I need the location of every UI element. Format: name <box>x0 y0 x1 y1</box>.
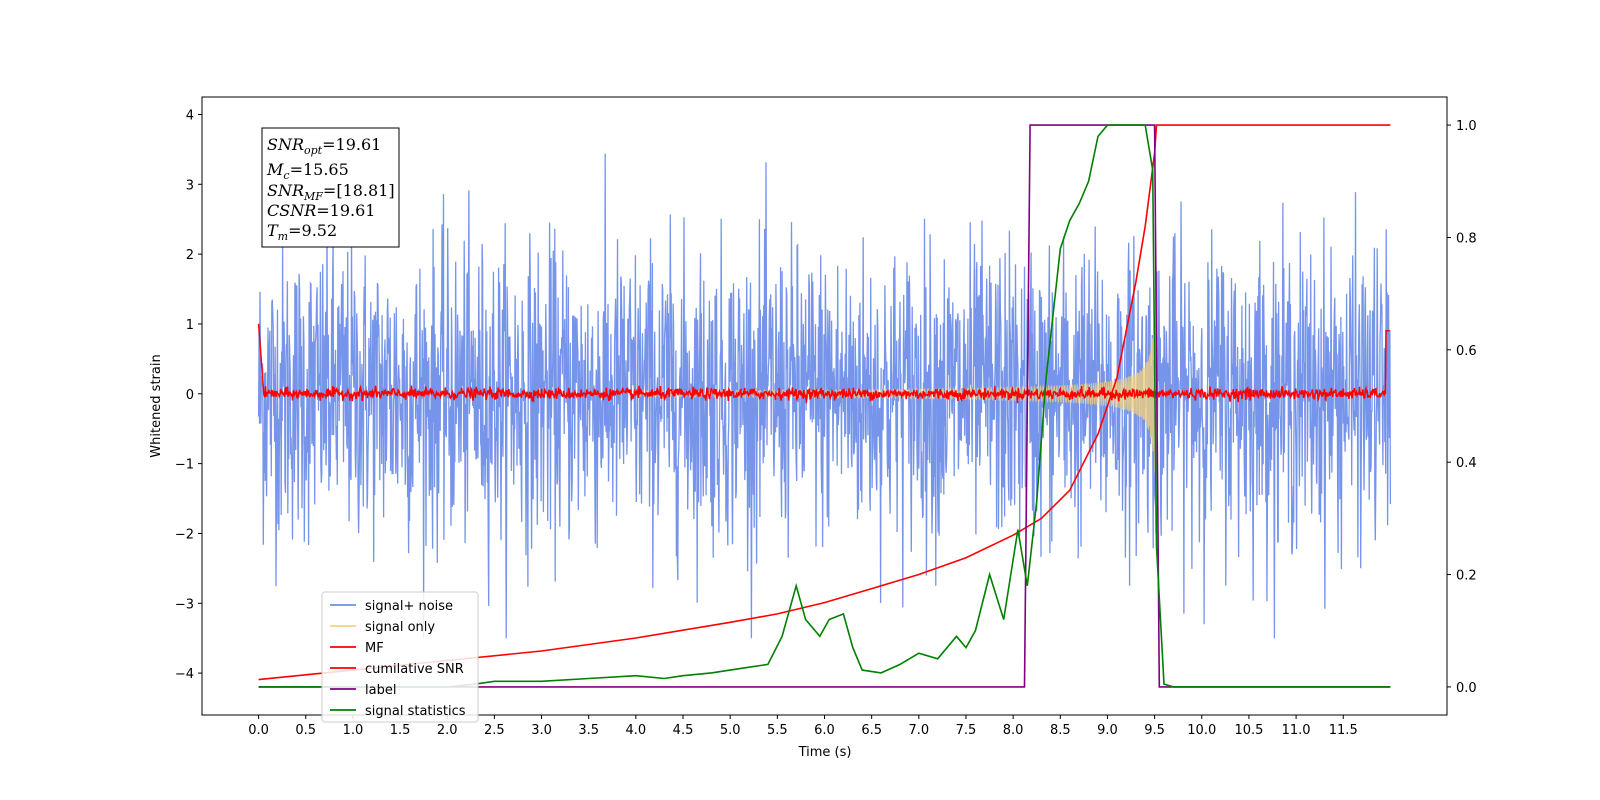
x-tick-label: 5.5 <box>767 723 788 738</box>
y2-tick-label: 0.6 <box>1456 344 1477 359</box>
legend-label: label <box>365 683 396 698</box>
y-tick-label: 4 <box>186 108 194 123</box>
legend-frame <box>321 591 479 723</box>
y-axis-left: −4 −3 −2 −1 0 1 2 3 4 <box>175 108 202 682</box>
x-tick-label: 1.5 <box>390 723 411 738</box>
annotation-box: SNRopt=19.61 Mc=15.65 SNRMF=[18.81] CSNR… <box>261 127 400 248</box>
x-tick-label: 9.0 <box>1097 723 1118 738</box>
x-tick-label: 2.5 <box>484 723 505 738</box>
series-cumilative-snr-line <box>258 124 1391 681</box>
legend: signal+ noise signal only MF cumilative SNR… <box>321 591 479 723</box>
x-tick-label: 10.5 <box>1234 723 1263 738</box>
right-axis-series <box>258 124 1391 688</box>
y2-tick-label: 0.4 <box>1456 456 1477 471</box>
annotation-tm: Tm=9.52 <box>267 221 337 243</box>
legend-label: MF <box>365 641 384 656</box>
x-axis: 0.0 0.5 1.0 1.5 2.0 2.5 3.0 3.5 4.0 4.5 5.0 5.5 6.0 6… <box>248 715 1358 738</box>
y2-tick-label: 1.0 <box>1456 119 1477 134</box>
y-tick-label: 1 <box>186 318 194 333</box>
x-tick-label: 4.0 <box>626 723 647 738</box>
legend-label: signal statistics <box>365 704 466 719</box>
y2-tick-label: 0.2 <box>1456 569 1477 584</box>
x-tick-label: 8.0 <box>1003 723 1024 738</box>
y-axis-label: Whitened strain <box>149 354 164 457</box>
x-tick-label: 6.5 <box>861 723 882 738</box>
mf-line <box>257 323 1391 404</box>
annotation-snr-opt: SNRopt=19.61 <box>267 135 381 157</box>
signal-noise-line <box>257 153 1392 639</box>
series-signal-statistics-line <box>258 124 1391 688</box>
annotation-snr-mf: SNRMF=[18.81] <box>267 181 395 203</box>
x-tick-label: 11.0 <box>1282 723 1311 738</box>
x-tick-label: 7.5 <box>956 723 977 738</box>
x-tick-label: 11.5 <box>1329 723 1358 738</box>
x-tick-label: 4.5 <box>673 723 694 738</box>
y-tick-label: −3 <box>175 597 194 612</box>
x-tick-label: 7.0 <box>908 723 929 738</box>
legend-label: signal+ noise <box>365 599 453 614</box>
x-tick-label: 1.0 <box>343 723 364 738</box>
x-tick-label: 2.0 <box>437 723 458 738</box>
y-tick-label: 0 <box>186 388 194 403</box>
y-tick-label: −1 <box>175 458 194 473</box>
x-tick-label: 8.5 <box>1050 723 1071 738</box>
legend-label: cumilative SNR <box>365 662 464 677</box>
x-tick-label: 10.0 <box>1187 723 1216 738</box>
y-axis-right: 0.0 0.2 0.4 0.6 0.8 1.0 <box>1447 119 1477 696</box>
x-tick-label: 6.0 <box>814 723 835 738</box>
x-tick-label: 5.0 <box>720 723 741 738</box>
series-signal-noise <box>257 153 1392 639</box>
legend-label: signal only <box>365 620 435 635</box>
y2-tick-label: 0.8 <box>1456 231 1477 246</box>
y2-tick-label: 0.0 <box>1456 681 1477 696</box>
y-tick-label: −2 <box>175 527 194 542</box>
y-tick-label: 3 <box>186 178 194 193</box>
annotation-mc: Mc=15.65 <box>266 160 349 182</box>
x-tick-label: 3.0 <box>531 723 552 738</box>
x-axis-label: Time (s) <box>798 745 852 760</box>
y-tick-label: 2 <box>186 248 194 263</box>
annotation-csnr: CSNR=19.61 <box>267 201 375 220</box>
x-tick-label: 9.5 <box>1144 723 1165 738</box>
x-tick-label: 0.0 <box>248 723 269 738</box>
x-tick-label: 3.5 <box>578 723 599 738</box>
y-tick-label: −4 <box>175 667 194 682</box>
series-mf <box>257 323 1391 404</box>
x-tick-label: 0.5 <box>295 723 316 738</box>
